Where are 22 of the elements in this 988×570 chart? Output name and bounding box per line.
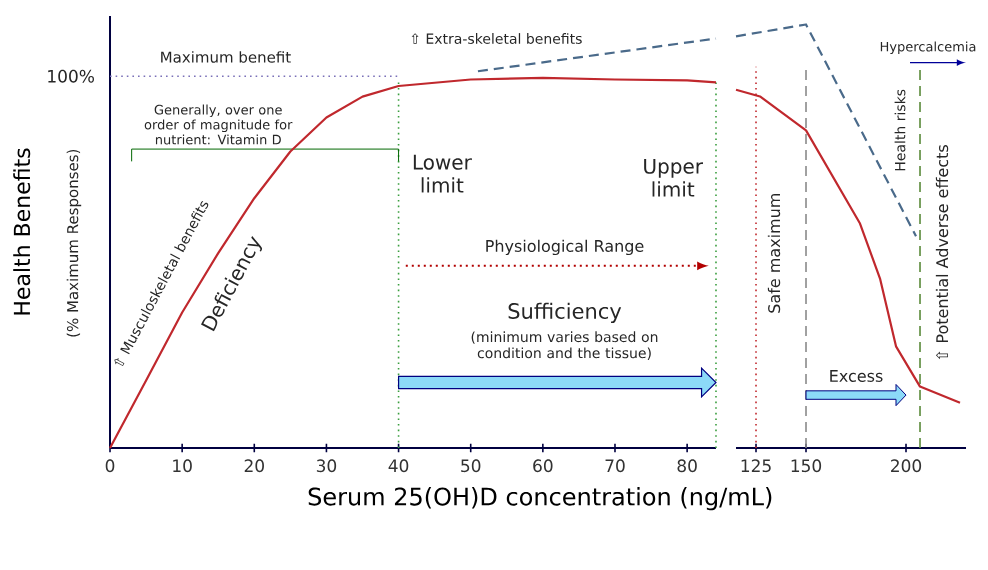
x-tick-label: 0 bbox=[105, 459, 115, 473]
x-tick-label: 60 bbox=[533, 459, 553, 473]
annotation: Upper limit bbox=[644, 158, 703, 197]
x-tick-label: 30 bbox=[316, 459, 337, 473]
x-tick-label: 125 bbox=[741, 459, 771, 473]
annotation: Physiological Range bbox=[486, 239, 644, 256]
annotation: Sufficiency bbox=[508, 302, 622, 324]
x-tick-label: 150 bbox=[791, 459, 822, 473]
x-tick-label: 80 bbox=[677, 459, 697, 473]
annotation: ⇧ Potential Adverse effects bbox=[935, 145, 949, 360]
x-tick-label: 10 bbox=[173, 459, 192, 473]
x-axis-title: Serum 25(OH)D concentration (ng/mL) bbox=[308, 487, 772, 511]
x-tick-label: 70 bbox=[605, 459, 625, 473]
x-tick-label: 200 bbox=[891, 459, 922, 473]
x-tick-label: 50 bbox=[461, 459, 481, 473]
y-axis-title: Health Benefits bbox=[13, 148, 31, 315]
x-tick-label: 20 bbox=[244, 459, 264, 473]
annotation: Safe maximum bbox=[767, 193, 781, 313]
text: 100% bbox=[48, 69, 94, 83]
annotation: Excess bbox=[830, 370, 883, 382]
x-tick-label: 40 bbox=[388, 459, 409, 473]
annotation: Lower limit bbox=[413, 154, 472, 193]
